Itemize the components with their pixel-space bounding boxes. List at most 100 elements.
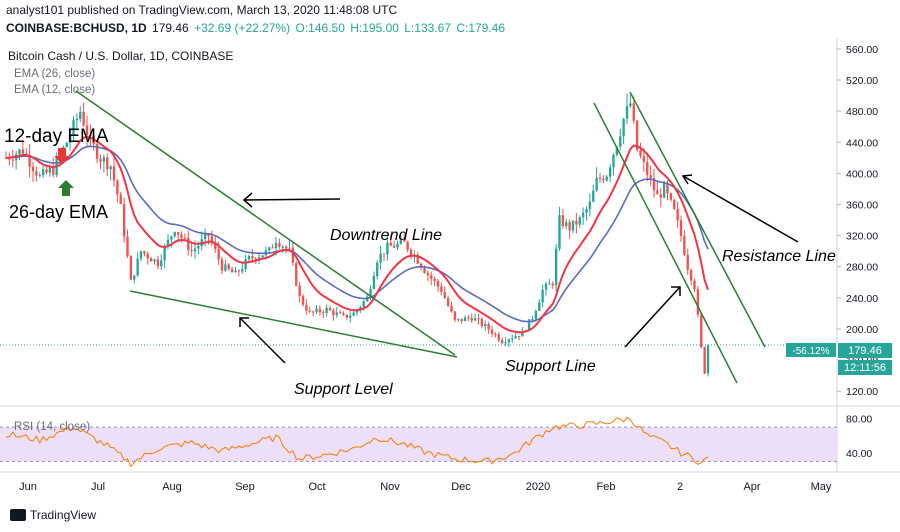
close-value: C:179.46 (456, 21, 506, 35)
candle-body (652, 178, 656, 191)
candle-body (430, 275, 433, 279)
candle-body (342, 313, 345, 315)
candle-body (399, 239, 403, 244)
candle-body (639, 150, 642, 157)
last-price: 179.46 (152, 21, 189, 35)
low-value: L:133.67 (404, 21, 451, 35)
downtrend-annotation: Downtrend Line (330, 227, 442, 244)
candle-body (315, 308, 318, 313)
candle-body (338, 312, 342, 314)
ema-26-legend[interactable]: EMA (26, close) (14, 68, 95, 80)
countdown-badge-text: 12:11:56 (844, 362, 886, 374)
candle-body (149, 258, 153, 262)
support-channel-line[interactable] (593, 102, 738, 384)
x-tick-label: Oct (308, 481, 325, 493)
candle-body (99, 158, 102, 162)
candle-body (268, 247, 271, 251)
support-line-annotation: Support Line (505, 358, 596, 375)
x-tick-label: Nov (380, 481, 400, 493)
price-pane[interactable] (0, 38, 837, 406)
candle-body (193, 248, 197, 252)
candle-body (575, 220, 578, 225)
candle-body (126, 236, 129, 257)
candle-body (443, 291, 446, 299)
symbol-ohlc-line: COINBASE:BCHUSD, 1D 179.46 +32.69 (+22.2… (6, 21, 507, 35)
candle-body (426, 272, 430, 276)
resistance-line[interactable] (629, 91, 766, 348)
candle-body (521, 330, 524, 337)
candle-body (504, 342, 507, 344)
candle-body (156, 259, 160, 267)
resistance-arrow (682, 175, 799, 243)
candle-body (102, 157, 106, 162)
candle-body (605, 176, 608, 181)
candle-body (548, 283, 551, 285)
time-axis[interactable]: Jun Jul Aug Sep Oct Nov Dec 2020 Feb 2 Apr May (19, 481, 832, 493)
candle-body (433, 278, 436, 281)
candle-body (349, 315, 352, 318)
candle-body (217, 248, 220, 260)
downtrend-line[interactable] (75, 90, 456, 356)
y-tick-label: 440.00 (846, 137, 878, 149)
candle-body (288, 247, 291, 249)
candle-body (180, 234, 183, 238)
rsi-line (5, 416, 709, 468)
candle-body (244, 259, 247, 270)
candle-body (345, 314, 349, 318)
symbol-label[interactable]: COINBASE:BCHUSD, 1D (6, 21, 147, 35)
ema-12-annotation: 12-day EMA (4, 126, 109, 147)
y-tick-label: 320.00 (846, 231, 878, 243)
price-axis[interactable]: 120.00160.00200.00240.00280.00320.00360.… (837, 44, 878, 398)
candle-body (45, 169, 48, 173)
candle-body (608, 167, 612, 177)
candle-body (183, 237, 187, 239)
chart-canvas[interactable]: 120.00160.00200.00240.00280.00320.00360.… (0, 38, 900, 500)
candle-body (322, 312, 325, 314)
rsi-tick-label: 40.00 (846, 448, 872, 460)
candle-body (558, 215, 561, 249)
trendlines (75, 90, 766, 384)
candle-body (706, 345, 710, 374)
candle-body (278, 243, 281, 247)
candle-body (686, 254, 689, 270)
candle-body (254, 258, 257, 261)
candle-body (416, 254, 419, 264)
candle-body (301, 296, 305, 305)
rsi-tick-label: 80.00 (846, 414, 872, 426)
rsi-legend[interactable]: RSI (14, close) (14, 421, 90, 433)
ema-12-line (5, 135, 709, 334)
y-tick-label: 360.00 (846, 199, 878, 211)
candle-body (247, 255, 251, 260)
candle-body (197, 245, 200, 249)
candle-body (352, 312, 355, 316)
candle-body (298, 285, 301, 297)
support-level-line[interactable] (129, 290, 458, 358)
ema-12-legend[interactable]: EMA (12, close) (14, 84, 95, 96)
y-tick-label: 400.00 (846, 168, 878, 180)
chart-header: analyst101 published on TradingView.com,… (0, 0, 900, 40)
candle-body (325, 307, 328, 313)
candle-body (18, 149, 21, 155)
candle-body (119, 194, 122, 205)
candle-body (632, 103, 635, 121)
x-tick-label: Jun (19, 481, 37, 493)
candle-body (490, 329, 494, 334)
candle-body (511, 338, 514, 340)
candle-body (234, 270, 237, 273)
candle-body (565, 222, 568, 227)
rsi-axis[interactable]: 40.00 80.00 (0, 414, 872, 462)
candle-body (311, 311, 315, 313)
support-line-arrow (624, 286, 681, 348)
candle-body (463, 317, 467, 322)
candle-body (561, 215, 565, 227)
candle-body (79, 111, 82, 119)
down-marker-icon (54, 148, 70, 164)
candle-body (480, 318, 484, 327)
candle-body (541, 289, 544, 303)
candle-body (527, 319, 531, 331)
candle-body (318, 308, 322, 313)
candle-body (500, 340, 504, 344)
footer-brand[interactable]: TradingView (10, 508, 96, 522)
candle-body (625, 106, 629, 119)
support-level-arrow (239, 317, 286, 364)
